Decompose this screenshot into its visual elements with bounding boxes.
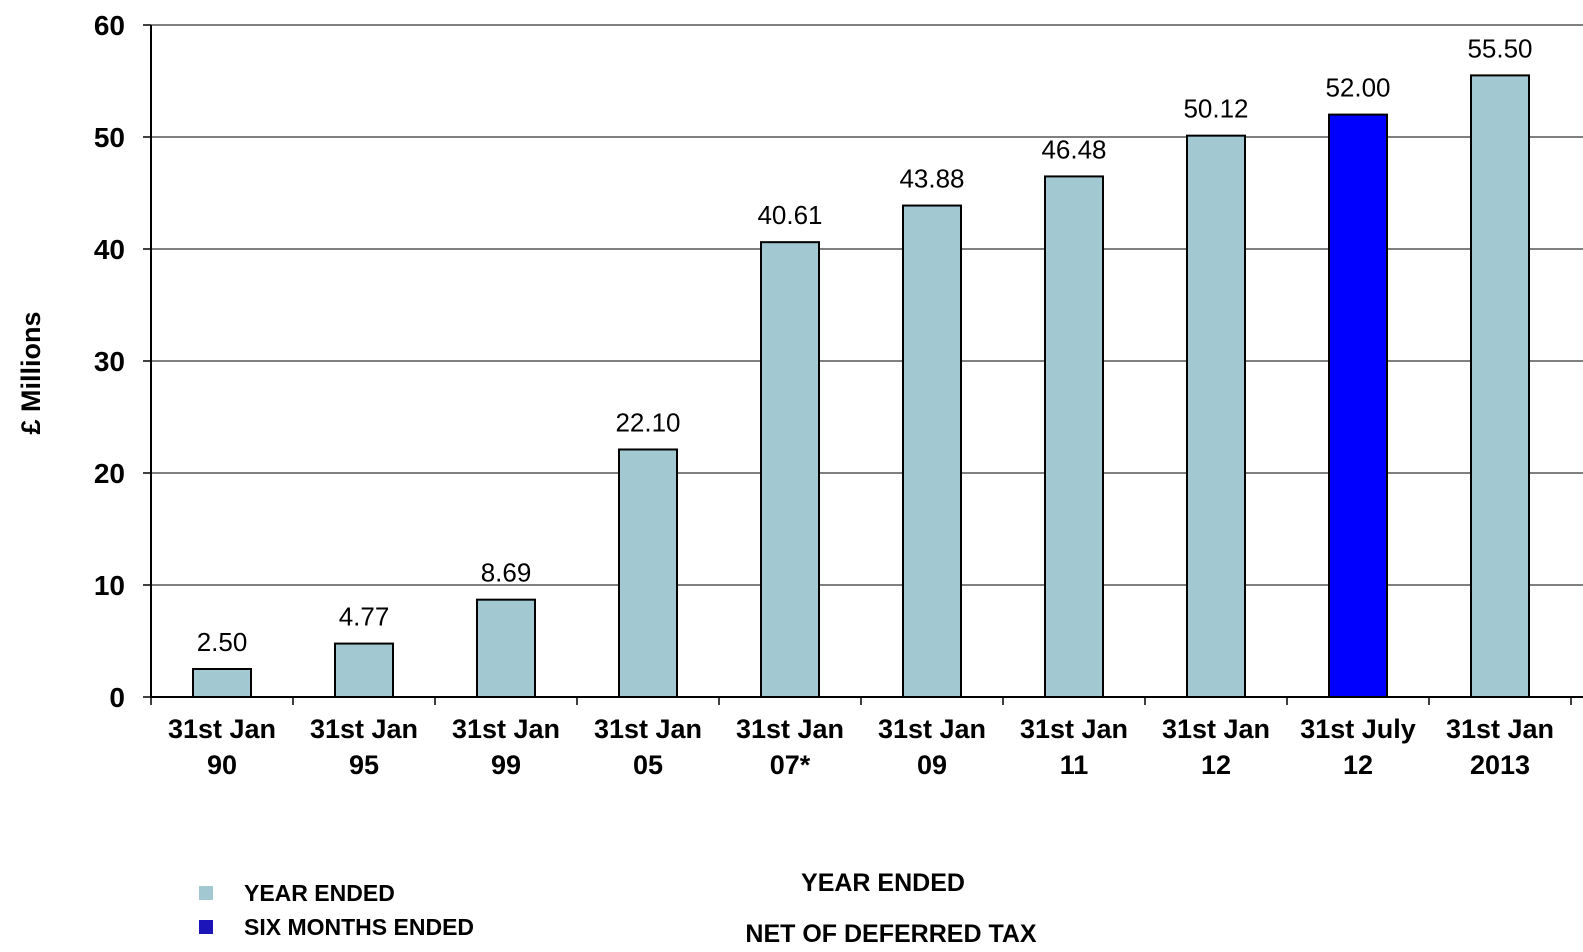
- x-tick-label-2-line1: 31st Jan: [452, 714, 560, 744]
- x-tick-label-4-line2: 07*: [770, 750, 811, 780]
- data-label-4: 40.61: [757, 200, 822, 230]
- y-tick-label-10: 10: [94, 570, 125, 601]
- data-label-2: 8.69: [481, 558, 532, 588]
- data-labels: 2.50 4.77 8.69 22.10 40.61 43.88 46.48 50.12 52.…: [197, 33, 1533, 657]
- bar-2: [476, 598, 536, 698]
- x-tick-label-9-line1: 31st Jan: [1446, 714, 1554, 744]
- data-label-0: 2.50: [197, 627, 248, 657]
- bar-9: [1470, 74, 1530, 698]
- x-tick-label-0-line1: 31st Jan: [168, 714, 276, 744]
- x-tick-label-1-line1: 31st Jan: [310, 714, 418, 744]
- data-label-8: 52.00: [1325, 73, 1390, 103]
- x-tick-label-6-line2: 11: [1060, 750, 1089, 780]
- x-tick-label-3-line1: 31st Jan: [594, 714, 702, 744]
- y-tick-label-60: 60: [94, 10, 125, 41]
- y-tick-label-50: 50: [94, 122, 125, 153]
- bar-1: [334, 642, 394, 698]
- bar-0: [192, 668, 252, 698]
- bars: [192, 74, 1530, 699]
- y-tick-label-30: 30: [94, 346, 125, 377]
- x-tick-label-9-line2: 2013: [1470, 750, 1530, 780]
- x-tick-label-7-line2: 12: [1201, 750, 1231, 780]
- x-tick-label-0-line2: 90: [207, 750, 237, 780]
- data-label-5: 43.88: [899, 164, 964, 194]
- data-label-6: 46.48: [1041, 134, 1106, 164]
- y-axis-label: £ Millions: [16, 311, 46, 434]
- x-tick-label-7-line1: 31st Jan: [1162, 714, 1270, 744]
- x-tick-label-2-line2: 99: [491, 750, 521, 780]
- y-tick-label-0: 0: [109, 682, 125, 713]
- bar-8: [1328, 113, 1388, 699]
- x-tick-label-4-line1: 31st Jan: [736, 714, 844, 744]
- bar-7: [1186, 134, 1246, 698]
- bar-5: [902, 204, 962, 698]
- x-tick-label-8-line2: 12: [1343, 750, 1373, 780]
- legend-swatch-year: [199, 886, 213, 900]
- data-label-3: 22.10: [615, 407, 680, 437]
- y-tick-label-20: 20: [94, 458, 125, 489]
- caption-year-ended: YEAR ENDED: [801, 869, 965, 897]
- bar-6: [1044, 175, 1104, 698]
- x-tick-label-8-line1: 31st July: [1300, 714, 1416, 744]
- x-tick-label-1-line2: 95: [349, 750, 379, 780]
- legend-label-year: YEAR ENDED: [244, 880, 395, 906]
- data-label-1: 4.77: [339, 602, 390, 632]
- axes: [150, 25, 1583, 705]
- caption-net-of-deferred-tax: NET OF DEFERRED TAX: [745, 920, 1037, 948]
- x-tick-label-5-line1: 31st Jan: [878, 714, 986, 744]
- bar-3: [618, 448, 678, 699]
- y-tick-labels: 0 10 20 30 40 50 60: [94, 10, 125, 713]
- bar-4: [760, 241, 820, 698]
- x-tick-label-5-line2: 09: [917, 750, 947, 780]
- legend: YEAR ENDED SIX MONTHS ENDED: [199, 880, 474, 940]
- data-label-7: 50.12: [1183, 94, 1248, 124]
- x-tick-label-6-line1: 31st Jan: [1020, 714, 1128, 744]
- x-tick-labels: 31st Jan 90 31st Jan 95 31st Jan 99 31st Jan 05…: [168, 714, 1554, 780]
- legend-label-six: SIX MONTHS ENDED: [244, 914, 474, 940]
- x-tick-label-3-line2: 05: [633, 750, 663, 780]
- y-tick-label-40: 40: [94, 234, 125, 265]
- data-label-9: 55.50: [1467, 33, 1532, 63]
- legend-swatch-six: [199, 920, 213, 934]
